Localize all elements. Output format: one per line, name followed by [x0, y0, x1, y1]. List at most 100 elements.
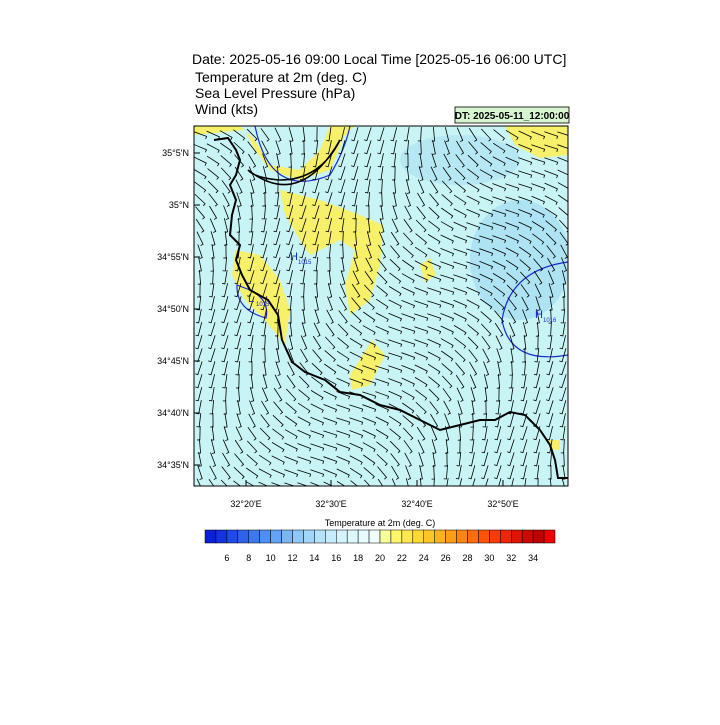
wind-barb — [466, 274, 481, 283]
wind-barb — [233, 480, 242, 486]
wind-barb — [479, 273, 493, 283]
wind-barb — [378, 244, 387, 259]
colorbar-box — [456, 529, 468, 544]
wind-barb — [196, 295, 202, 311]
wind-barb — [349, 351, 363, 361]
wind-barb — [560, 322, 566, 337]
wind-barb — [273, 231, 281, 246]
wind-barb — [547, 257, 556, 272]
wind-barb — [559, 232, 568, 246]
wind-barb — [418, 139, 422, 155]
wind-barb — [492, 209, 507, 217]
colorbar-box — [270, 529, 282, 544]
wind-barb — [454, 167, 466, 181]
wind-barb — [405, 465, 412, 480]
wind-barb — [195, 374, 203, 389]
wind-barb — [559, 387, 567, 402]
wind-barb — [247, 257, 255, 272]
wind-barb — [275, 140, 281, 155]
wind-barb — [261, 322, 267, 337]
wind-barb — [427, 300, 442, 308]
colorbar-box — [303, 529, 315, 544]
wind-barb — [195, 361, 203, 376]
wind-barb — [557, 182, 568, 189]
wind-barb — [312, 349, 323, 363]
wind-barb — [392, 205, 398, 220]
wind-barb — [210, 439, 216, 454]
wind-barb — [194, 169, 207, 180]
colorbar-box — [325, 529, 337, 544]
wind-barb — [233, 466, 245, 480]
wind-barb — [259, 427, 271, 441]
wind-barb — [274, 191, 280, 207]
wind-barb — [440, 221, 454, 232]
wind-barb — [323, 390, 337, 400]
wind-barb — [209, 399, 214, 415]
wind-barb — [249, 179, 255, 194]
wind-barb — [324, 336, 336, 350]
wind-barb — [341, 257, 345, 272]
wind-barb — [430, 426, 438, 441]
wind-barb — [544, 207, 558, 219]
wind-barb — [505, 156, 519, 166]
wind-barb — [273, 283, 281, 298]
wind-barb — [505, 247, 519, 257]
wind-barb — [467, 154, 479, 168]
wind-barb — [414, 339, 429, 348]
colorbar-label: 10 — [266, 553, 276, 563]
wind-barb — [248, 217, 253, 233]
wind-barb — [289, 322, 293, 337]
wind-barb — [208, 361, 216, 376]
wind-barb — [532, 233, 545, 245]
wind-barb — [467, 324, 480, 336]
wind-barb — [236, 217, 241, 233]
wind-barb — [427, 338, 441, 348]
wind-barb — [533, 270, 543, 285]
wind-barb — [480, 311, 492, 323]
wind-barb — [197, 244, 203, 259]
wind-barb — [260, 414, 270, 428]
wind-barb — [466, 261, 481, 270]
wind-barb — [531, 131, 546, 140]
wind-barb — [405, 478, 409, 486]
wind-barb — [312, 335, 322, 350]
wind-barb — [261, 400, 270, 415]
wind-barb — [388, 339, 403, 347]
wind-barb — [210, 452, 217, 467]
wind-barb — [507, 452, 515, 467]
wind-barb — [349, 430, 364, 439]
wind-barb — [271, 468, 285, 478]
wind-barb — [313, 257, 319, 272]
wind-barb — [273, 270, 281, 285]
wind-barb — [507, 439, 515, 454]
wind-barb — [508, 373, 513, 389]
wind-barb — [544, 195, 558, 205]
wind-barb — [276, 348, 280, 363]
wind-barb — [297, 443, 312, 452]
lon-label: 32°20'E — [230, 499, 261, 509]
wind-barb — [508, 322, 516, 337]
wind-barb — [300, 348, 309, 363]
colorbar-box — [368, 529, 381, 544]
wind-barb — [531, 170, 546, 178]
wind-barb — [406, 166, 410, 181]
wind-barb — [560, 426, 566, 441]
wind-barb — [288, 127, 294, 142]
colorbar-label: 22 — [397, 553, 407, 563]
wind-barb — [249, 400, 256, 415]
wind-barb — [393, 192, 397, 207]
wind-barb — [248, 335, 254, 350]
colorbar-box — [478, 529, 490, 544]
wind-barb — [367, 218, 371, 233]
wind-barb — [402, 402, 415, 414]
wind-barb — [481, 336, 491, 350]
wind-barb — [417, 179, 425, 194]
wind-barb — [273, 205, 280, 220]
colorbar-box — [379, 529, 392, 544]
wind-barb — [521, 374, 527, 389]
wind-barb — [222, 452, 231, 467]
wind-barb — [234, 283, 242, 298]
wind-barb — [535, 296, 541, 311]
wind-barb — [518, 209, 533, 218]
